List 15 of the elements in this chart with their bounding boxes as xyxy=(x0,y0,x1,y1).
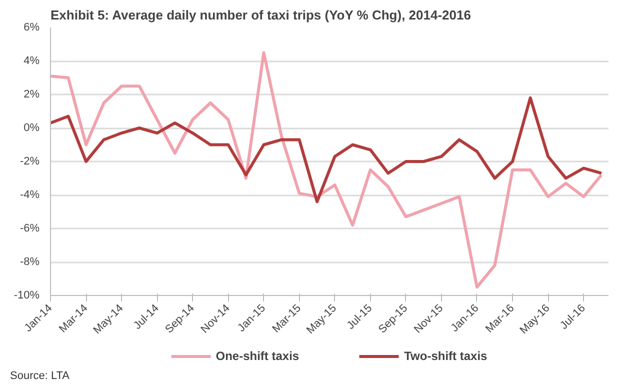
y-tick-label: -6% xyxy=(20,222,40,234)
legend-label: One-shift taxis xyxy=(216,349,300,363)
legend-label: Two-shift taxis xyxy=(404,349,488,363)
y-tick-label: -8% xyxy=(20,256,40,268)
y-tick-label: 4% xyxy=(24,55,40,67)
line-series xyxy=(50,96,603,204)
y-tick-label: -2% xyxy=(20,156,40,168)
source-note: Source: LTA xyxy=(10,369,70,384)
y-tick-label: -10% xyxy=(14,290,40,302)
y-tick-label: 2% xyxy=(24,88,40,100)
y-tick-label: 0% xyxy=(24,122,40,134)
y-tick-label: 6% xyxy=(24,22,40,34)
chart-title: Exhibit 5: Average daily number of taxi trips (YoY % Chg), 2014-2016 xyxy=(50,8,471,22)
y-tick-label: -4% xyxy=(20,189,40,201)
line-series xyxy=(50,51,603,289)
